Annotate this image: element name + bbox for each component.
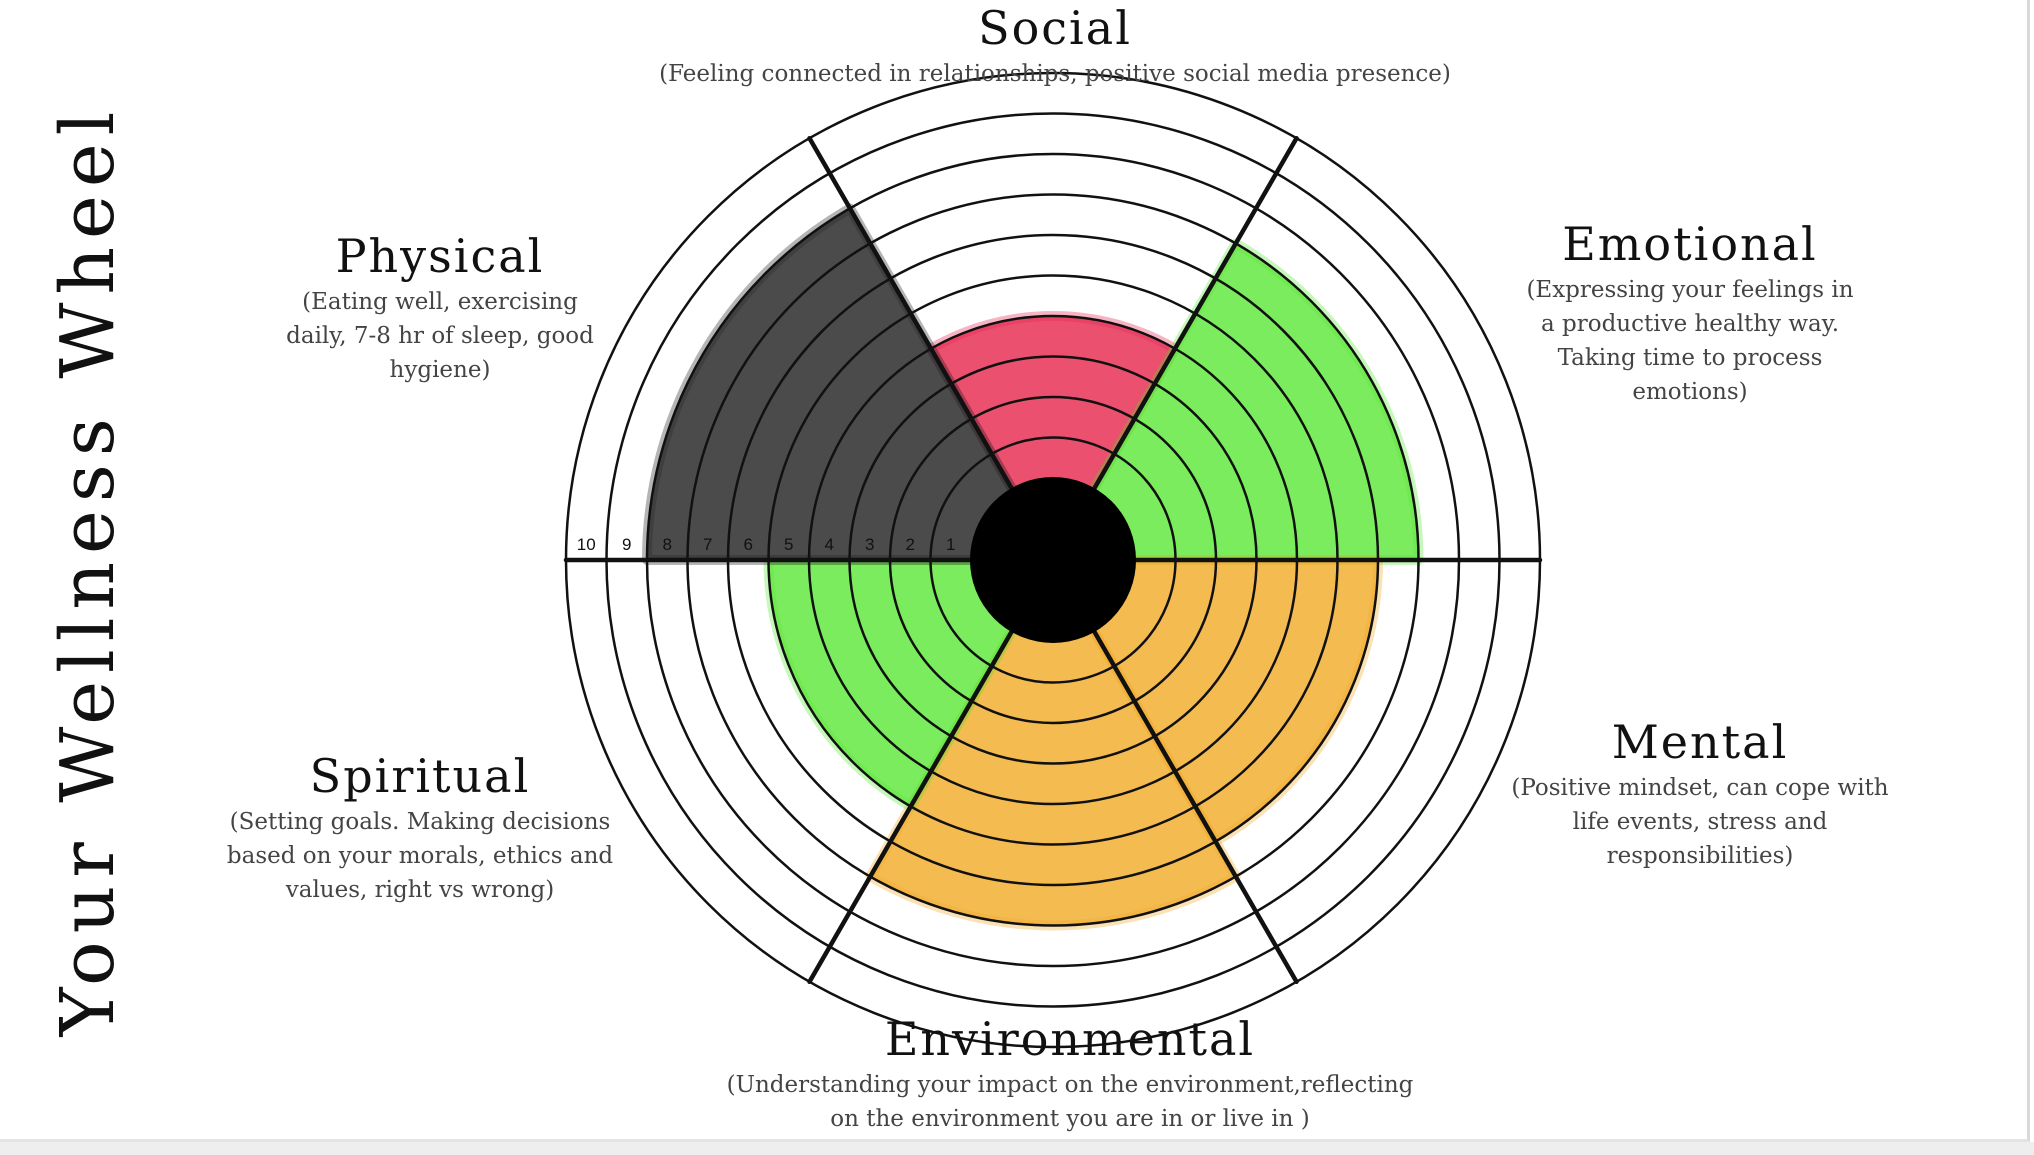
ring-number-label: 7 xyxy=(703,535,712,554)
dimension-title: Physical xyxy=(335,229,545,283)
ring-number-label: 3 xyxy=(865,535,874,554)
segment-fill-emotional xyxy=(1086,238,1424,565)
dimension-title: Social xyxy=(978,1,1132,55)
ring-number-label: 9 xyxy=(622,535,631,554)
dimension-label-emotional: Emotional (Expressing your feelings in a… xyxy=(1526,218,1853,409)
ring-number-label: 6 xyxy=(744,535,753,554)
wheel-spoke xyxy=(807,135,1015,492)
dimension-label-spiritual: Spiritual (Setting goals. Making decisio… xyxy=(227,750,613,907)
wheel-spoke xyxy=(807,628,1015,985)
ring-number-label: 2 xyxy=(906,535,915,554)
bottom-strip xyxy=(0,1142,2034,1155)
ring-number-label: 8 xyxy=(663,535,672,554)
dimension-title: Spiritual xyxy=(309,749,531,803)
wheel-hub xyxy=(970,477,1136,643)
dimension-title: Emotional xyxy=(1562,217,1818,271)
wheel-spoke xyxy=(1091,628,1299,985)
ring-number-label: 1 xyxy=(946,535,955,554)
dimension-description: (Positive mindset, can cope with life ev… xyxy=(1511,774,1889,869)
dimension-label-physical: Physical (Eating well, exercising daily,… xyxy=(286,230,594,387)
dimension-title: Environmental xyxy=(884,1012,1256,1066)
dimension-label-social: Social (Feeling connected in relationshi… xyxy=(659,2,1451,91)
dimension-description: (Feeling connected in relationships, pos… xyxy=(659,60,1451,87)
dimension-description: (Understanding your impact on the enviro… xyxy=(726,1071,1414,1132)
dimension-label-mental: Mental (Positive mindset, can cope with … xyxy=(1511,716,1888,873)
ring-number-label: 4 xyxy=(825,535,834,554)
ring-number-label: 5 xyxy=(784,535,793,554)
dimension-title: Mental xyxy=(1611,715,1789,769)
dimension-description: (Eating well, exercising daily, 7-8 hr o… xyxy=(286,288,594,383)
dimension-description: (Expressing your feelings in a productiv… xyxy=(1526,276,1854,405)
wheel-spoke xyxy=(1091,135,1299,492)
dimension-description: (Setting goals. Making decisions based o… xyxy=(226,808,614,903)
dimension-label-environmental: Environmental (Understanding your impact… xyxy=(727,1013,1414,1136)
ring-number-label: 10 xyxy=(577,535,596,554)
